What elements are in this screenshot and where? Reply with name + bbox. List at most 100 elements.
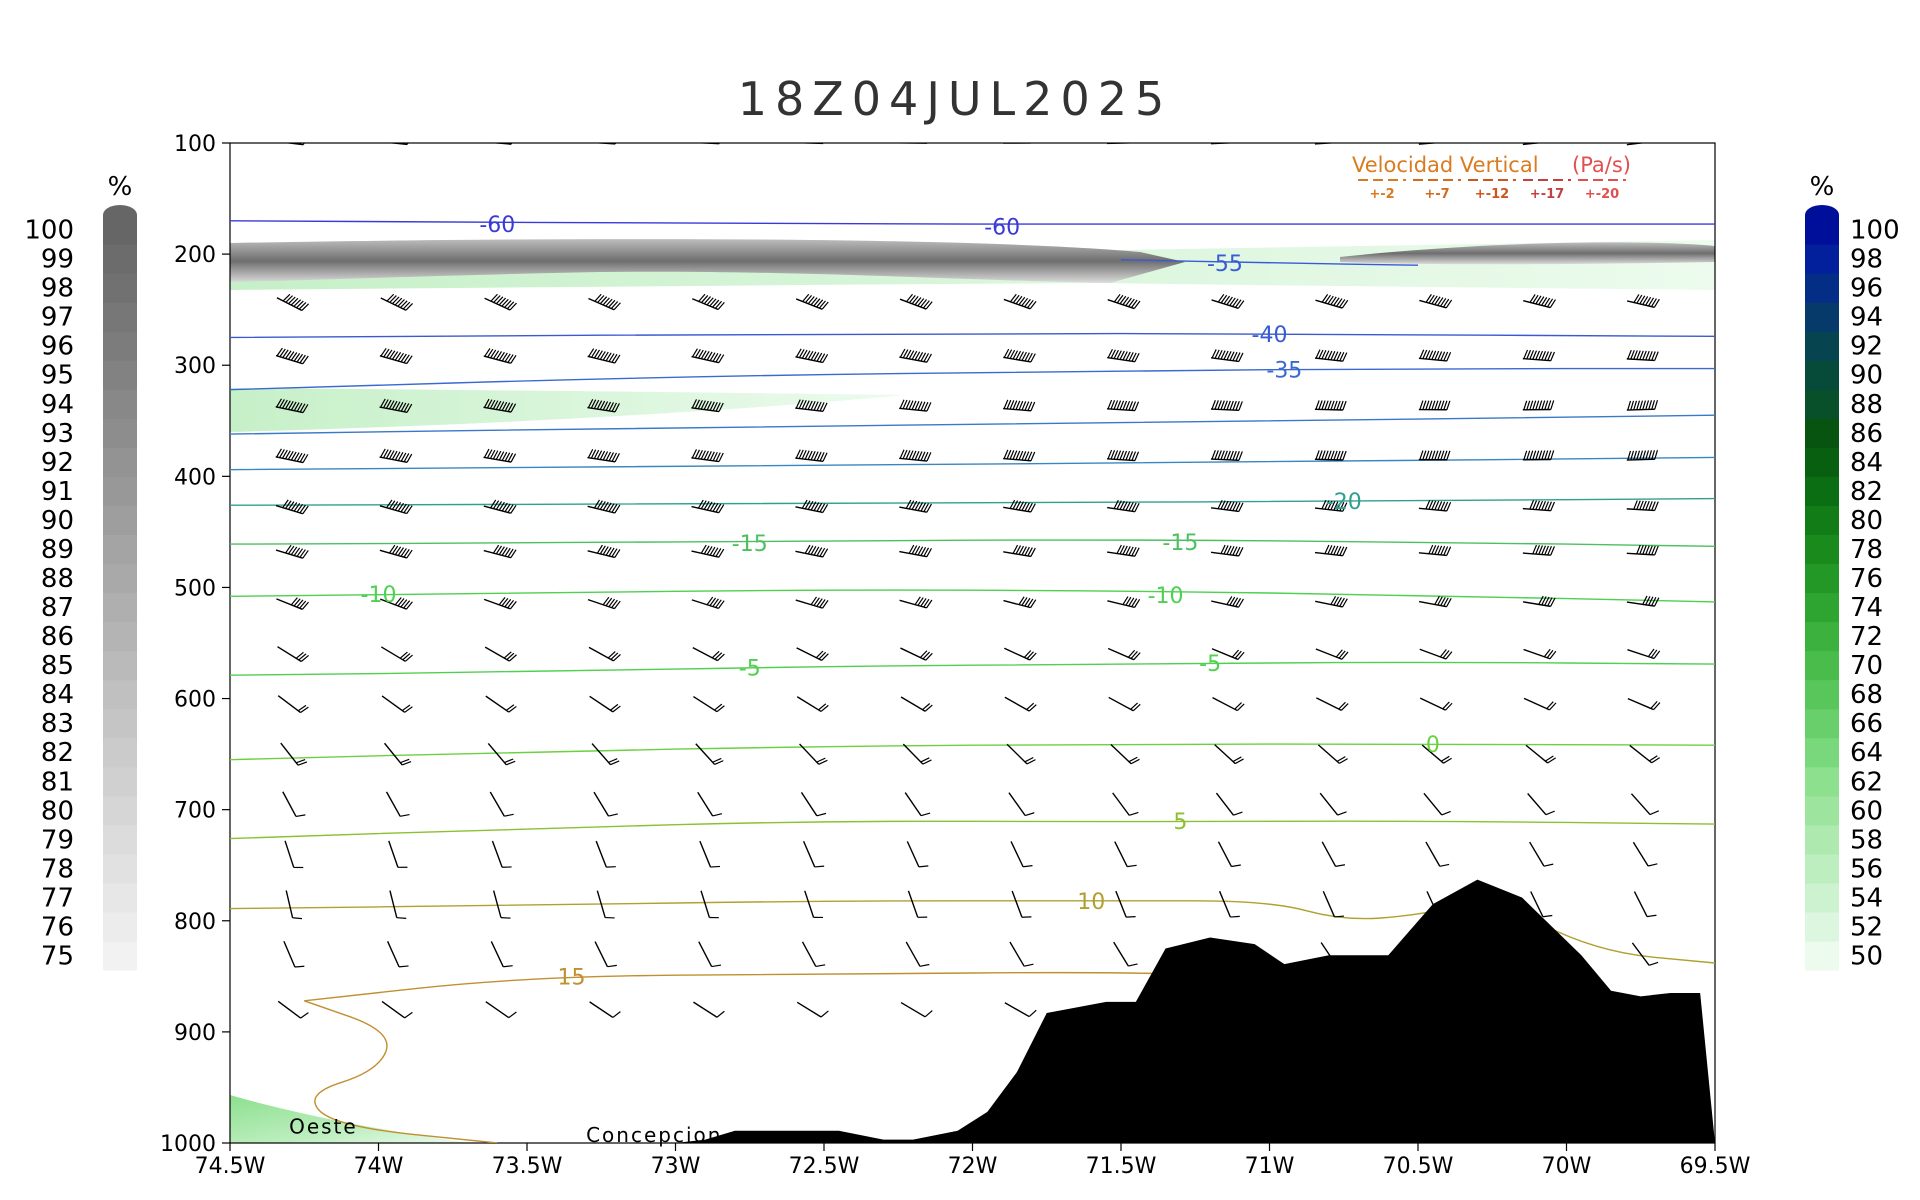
wind-barb	[381, 1000, 413, 1019]
wind-barb	[587, 448, 620, 463]
y-tick-label: 200	[174, 243, 216, 268]
y-tick-label: 600	[174, 688, 216, 713]
wind-barb	[1106, 449, 1140, 462]
wind-barb	[1315, 294, 1349, 309]
colorbar-swatch	[103, 331, 137, 361]
x-tick-label: 70.5W	[1383, 1154, 1454, 1179]
contour-label: -5	[739, 656, 761, 681]
wind-barb	[899, 544, 932, 558]
wind-barb	[285, 890, 303, 920]
x-tick-label: 70W	[1542, 1154, 1592, 1179]
contour-line	[230, 367, 1715, 391]
wind-barb	[1314, 450, 1347, 461]
wind-barb	[386, 941, 409, 968]
colorbar-swatch	[1805, 795, 1839, 826]
wind-barb	[1418, 349, 1452, 362]
wind-barb	[1626, 143, 1655, 146]
wind-barb	[906, 841, 929, 868]
wind-barb	[795, 293, 829, 310]
wind-barb	[900, 696, 933, 712]
vv-legend-unit: (Pa/s)	[1572, 153, 1631, 177]
contour-label: -15	[732, 532, 768, 557]
wind-barb	[483, 348, 517, 364]
wind-barb	[379, 143, 412, 146]
wind-barb	[587, 596, 621, 610]
wind-barb	[1419, 294, 1453, 309]
wind-barb	[1529, 841, 1554, 867]
wind-barb	[1522, 544, 1555, 556]
terrain-profile	[675, 879, 1715, 1143]
colorbar-label: 93	[41, 419, 74, 449]
wind-barb	[1522, 500, 1555, 512]
wind-barb	[1527, 793, 1555, 816]
wind-barb	[1419, 648, 1453, 660]
wind-barb	[1003, 143, 1035, 144]
wind-barb	[1011, 890, 1032, 918]
colorbar-swatch	[103, 882, 137, 913]
wind-barb	[1107, 647, 1141, 661]
location-label: Concepcion	[586, 1123, 722, 1147]
wind-barb	[483, 499, 517, 514]
wind-barb	[1008, 792, 1035, 817]
right-colorbar-unit: %	[1810, 172, 1835, 202]
contour-label: 15	[558, 965, 586, 990]
colorbar-swatch	[103, 447, 137, 477]
contour-label: 0	[1426, 733, 1440, 758]
contour-line	[304, 971, 1225, 1002]
wind-barb	[691, 143, 724, 145]
colorbar-label: 66	[1850, 709, 1883, 739]
wind-barb	[795, 449, 828, 462]
wind-barb	[277, 646, 309, 663]
wind-barb	[490, 941, 513, 968]
wind-barb	[389, 890, 407, 919]
colorbar-label: 98	[1850, 245, 1883, 275]
wind-barb	[795, 348, 829, 364]
wind-barb	[697, 791, 723, 817]
wind-barb	[275, 499, 309, 515]
contour-line	[304, 1000, 498, 1143]
colorbar-swatch	[1805, 592, 1839, 623]
wind-barb	[275, 347, 309, 365]
colorbar-swatch	[1805, 679, 1839, 710]
colorbar-swatch	[103, 505, 137, 536]
wind-barb	[483, 544, 517, 559]
wind-barb	[899, 399, 932, 412]
wind-barb	[385, 791, 410, 817]
y-tick-label: 900	[174, 1021, 216, 1046]
colorbar-label: 83	[41, 709, 74, 739]
colorbar-swatch	[1805, 708, 1839, 739]
wind-barb	[1214, 744, 1244, 765]
colorbar-swatch	[103, 795, 137, 826]
wind-barb	[1006, 743, 1036, 765]
wind-barb	[587, 348, 621, 364]
colorbar-label: 82	[41, 738, 74, 768]
wind-barb	[1314, 349, 1348, 362]
wind-barb	[1315, 595, 1348, 608]
vv-legend-level: +-7	[1424, 187, 1449, 202]
wind-barb	[802, 840, 825, 868]
wind-barb	[796, 647, 829, 662]
wind-barb	[1633, 891, 1657, 918]
wind-barb	[483, 596, 517, 610]
wind-barb	[1631, 942, 1659, 966]
wind-barb	[1211, 293, 1245, 309]
wind-barb	[380, 597, 413, 610]
wind-barb	[1418, 450, 1451, 461]
wind-barb	[693, 695, 725, 713]
colorbar-label: 77	[41, 883, 74, 913]
wind-barb	[383, 742, 412, 766]
wind-barb	[1112, 792, 1139, 816]
colorbar-label: 87	[41, 593, 74, 623]
colorbar-label: 79	[41, 825, 74, 855]
wind-barb	[1210, 349, 1244, 363]
colorbar-swatch	[1805, 476, 1839, 506]
wind-barb	[795, 544, 829, 558]
wind-barb	[1106, 399, 1140, 412]
wind-barb	[1003, 596, 1037, 609]
contour-label: -60	[479, 213, 515, 238]
contour-line	[230, 589, 1715, 603]
contour-label: -10	[361, 583, 397, 608]
colorbar-label: 50	[1850, 941, 1883, 971]
colorbar-label: 84	[41, 680, 74, 710]
wind-barb	[284, 840, 304, 869]
